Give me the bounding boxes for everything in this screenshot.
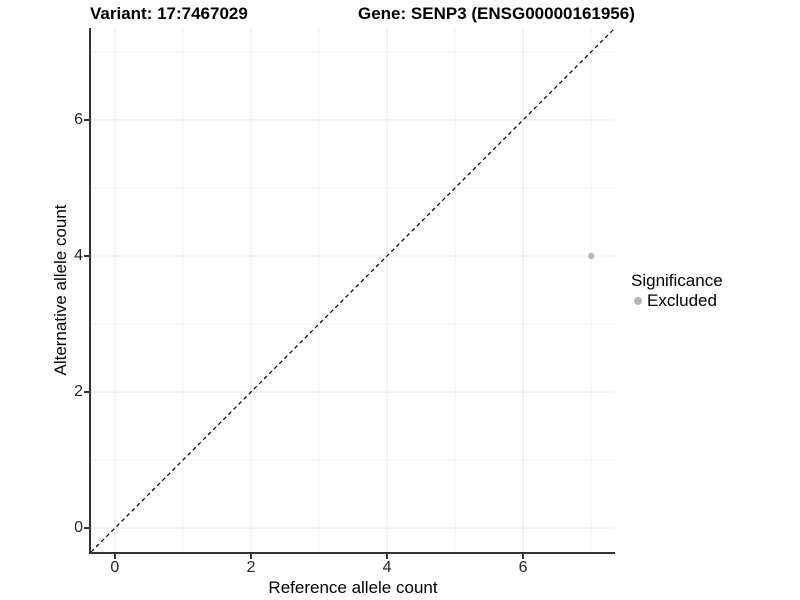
x-tick-label: 6 (518, 559, 528, 576)
y-tick-label: 4 (74, 246, 83, 264)
x-axis-line (89, 552, 615, 554)
y-tick-mark (84, 391, 89, 394)
y-tick-mark (84, 118, 89, 121)
x-tick-label: 2 (246, 559, 256, 576)
plot-panel (91, 28, 615, 552)
x-axis-title: Reference allele count (268, 578, 438, 597)
x-tick-mark (249, 554, 252, 559)
legend-item-excluded: Excluded (631, 291, 723, 311)
x-tick-label: 4 (382, 559, 392, 576)
identity-dashed-line (91, 28, 615, 552)
gene-title: Gene: SENP3 (ENSG00000161956) (358, 4, 635, 23)
y-tick-mark (84, 254, 89, 257)
y-axis-title: Alternative allele count (51, 204, 70, 376)
data-point (588, 252, 595, 259)
x-tick-mark (386, 554, 389, 559)
y-tick-label: 6 (74, 110, 83, 128)
y-axis-line (89, 28, 91, 554)
variant-title: Variant: 17:7467029 (90, 4, 248, 23)
excluded-point-icon (634, 297, 642, 305)
legend-item-label: Excluded (647, 291, 717, 310)
legend-title: Significance (631, 271, 723, 290)
y-tick-label: 2 (74, 383, 83, 401)
y-tick-mark (84, 527, 89, 530)
legend: Significance Excluded (631, 271, 723, 311)
x-tick-label: 0 (110, 559, 120, 576)
x-tick-mark (113, 554, 116, 559)
y-tick-label: 0 (74, 519, 83, 537)
x-tick-mark (522, 554, 525, 559)
